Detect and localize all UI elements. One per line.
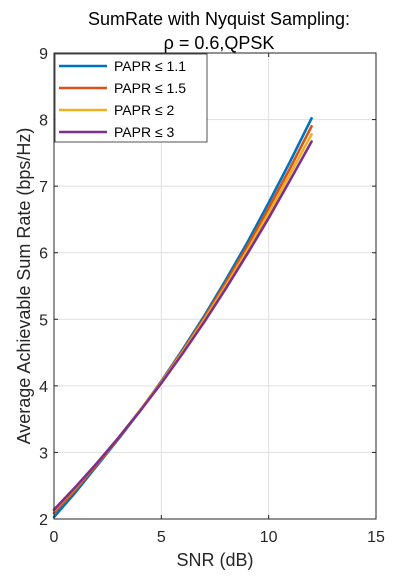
y-tick-label: 7 xyxy=(39,179,48,196)
y-tick-label: 6 xyxy=(39,246,48,263)
x-tick-label: 15 xyxy=(367,529,385,546)
y-axis-label: Average Achievable Sum Rate (bps/Hz) xyxy=(14,128,34,445)
chart-subtitle: ρ = 0.6,QPSK xyxy=(164,33,275,53)
y-tick-label: 2 xyxy=(39,512,48,529)
x-tick-label: 10 xyxy=(260,529,278,546)
y-tick-label: 5 xyxy=(39,312,48,329)
legend-label: PAPR ≤ 3 xyxy=(114,124,175,140)
legend-label: PAPR ≤ 1.5 xyxy=(114,80,186,96)
axis-ticks: 0 5 10 15 2 3 4 5 6 7 8 9 xyxy=(39,46,385,546)
x-axis-label: SNR (dB) xyxy=(176,550,253,570)
legend-box xyxy=(54,53,208,143)
y-tick-label: 4 xyxy=(39,379,48,396)
y-tick-label: 8 xyxy=(39,113,48,130)
chart-title: SumRate with Nyquist Sampling: xyxy=(88,9,350,29)
series-lines xyxy=(52,116,313,519)
y-tick-label: 9 xyxy=(39,46,48,63)
y-tick-label: 3 xyxy=(39,445,48,462)
axes-box xyxy=(53,52,377,520)
legend: PAPR ≤ 1.1 PAPR ≤ 1.5 PAPR ≤ 2 PAPR ≤ 3 xyxy=(54,53,208,143)
series-line xyxy=(52,140,313,511)
legend-label: PAPR ≤ 1.1 xyxy=(114,58,186,74)
legend-label: PAPR ≤ 2 xyxy=(114,102,175,118)
x-tick-label: 0 xyxy=(50,529,59,546)
x-tick-label: 5 xyxy=(157,529,166,546)
